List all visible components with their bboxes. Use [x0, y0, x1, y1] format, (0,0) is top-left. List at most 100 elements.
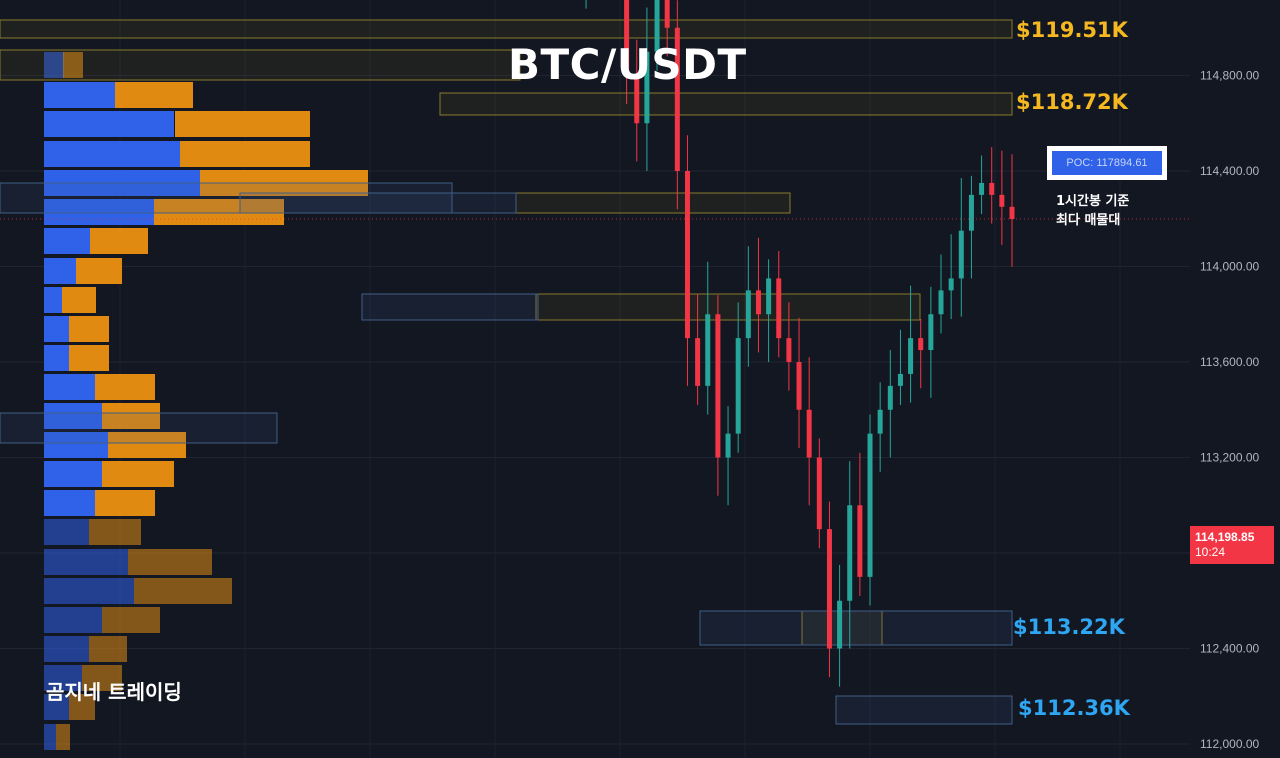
- vp-buy-bar: [44, 519, 89, 545]
- demand-zone: [0, 412, 278, 444]
- candle-body: [908, 338, 914, 374]
- level-label-119: $119.51K: [1016, 18, 1128, 42]
- candle-body: [867, 433, 873, 577]
- vp-sell-bar: [69, 316, 109, 342]
- candle-body: [684, 171, 690, 339]
- demand-zone: [699, 610, 1013, 646]
- vp-buy-bar: [44, 287, 62, 313]
- vp-buy-bar: [44, 82, 116, 108]
- candle-body: [928, 314, 934, 351]
- vp-buy-bar: [44, 432, 108, 458]
- candlesticks: [585, 0, 1015, 687]
- candle-body: [857, 505, 863, 577]
- candle-body: [999, 194, 1005, 207]
- candle-body: [725, 433, 731, 458]
- vp-buy-bar: [44, 549, 128, 575]
- vp-sell-bar: [63, 52, 83, 78]
- candle-body: [979, 182, 985, 195]
- vp-sell-bar: [56, 724, 70, 750]
- price-tick-label: 112,400.00: [1200, 642, 1259, 656]
- price-tick-label: 114,400.00: [1200, 164, 1259, 178]
- vp-buy-bar: [44, 665, 82, 691]
- level-label-113: $113.22K: [1013, 615, 1125, 639]
- level-label-112: $112.36K: [1018, 696, 1130, 720]
- vp-buy-bar: [44, 316, 69, 342]
- vp-buy-bar: [44, 636, 89, 662]
- vp-buy-bar: [44, 228, 90, 254]
- vp-sell-bar: [108, 432, 186, 458]
- candle-body: [989, 182, 995, 195]
- vp-buy-bar: [44, 578, 134, 604]
- candle-body: [644, 51, 650, 124]
- candle-body: [766, 278, 772, 315]
- vp-buy-bar: [44, 111, 174, 137]
- vp-sell-bar: [76, 258, 122, 284]
- vp-sell-bar: [175, 111, 310, 137]
- price-tick-label: 114,000.00: [1200, 260, 1259, 274]
- poc-note-line1: 1시간봉 기준: [1056, 194, 1130, 209]
- vp-buy-bar: [44, 694, 69, 720]
- supply-zone: [515, 192, 791, 214]
- candle-body: [624, 0, 630, 76]
- vp-buy-bar: [44, 258, 76, 284]
- volume-profile: [44, 52, 368, 750]
- candle-body: [745, 290, 751, 339]
- candle-body: [826, 529, 832, 649]
- grid-lines: [0, 0, 1190, 758]
- vp-sell-bar: [89, 636, 127, 662]
- candle-body: [705, 314, 711, 386]
- candle-body: [806, 409, 812, 458]
- candle-body: [958, 230, 964, 279]
- price-tick-label: 112,000.00: [1200, 737, 1259, 751]
- chart-title: BTC/USDT: [508, 40, 747, 89]
- vp-sell-bar: [115, 82, 193, 108]
- vp-buy-bar: [44, 607, 102, 633]
- candle-body: [816, 457, 822, 530]
- candle-body: [847, 505, 853, 601]
- candle-body: [776, 278, 782, 339]
- candle-body: [654, 0, 660, 52]
- demand-zone: [0, 182, 453, 214]
- candle-body: [877, 409, 883, 434]
- vp-sell-bar: [95, 374, 155, 400]
- vp-sell-bar: [102, 607, 160, 633]
- candle-body: [715, 314, 721, 458]
- brand-label: 곰지네 트레이딩: [46, 680, 182, 704]
- vp-sell-bar: [180, 141, 310, 167]
- vp-buy-bar: [44, 199, 154, 225]
- level-label-118: $118.72K: [1016, 90, 1128, 114]
- vp-buy-bar: [44, 403, 102, 429]
- poc-label: POC: 117894.61: [1052, 151, 1162, 175]
- candle-body: [1009, 206, 1015, 220]
- supply-zone: [0, 49, 521, 81]
- candle-body: [968, 194, 974, 231]
- vp-sell-bar: [134, 578, 232, 604]
- bar-countdown: 10:24: [1195, 545, 1226, 559]
- zone-boxes: [0, 19, 1013, 725]
- candle-body: [786, 338, 792, 362]
- candle-body: [887, 385, 893, 410]
- vp-sell-bar: [128, 549, 212, 575]
- price-tick-label: 113,600.00: [1200, 355, 1259, 369]
- vp-sell-bar: [102, 461, 174, 487]
- candle-body: [674, 27, 680, 171]
- vp-sell-bar: [154, 199, 284, 225]
- vp-buy-bar: [44, 345, 69, 371]
- candle-body: [948, 278, 954, 291]
- vp-sell-bar: [89, 519, 141, 545]
- vp-sell-bar: [95, 490, 155, 516]
- candle-body: [918, 338, 924, 351]
- vp-sell-bar: [69, 694, 95, 720]
- candle-body: [755, 290, 761, 315]
- candle-body: [837, 600, 843, 649]
- vp-buy-bar: [44, 374, 95, 400]
- poc-note-line2: 최다 매물대: [1056, 213, 1121, 228]
- vp-buy-bar: [44, 141, 180, 167]
- candle-body: [695, 338, 701, 386]
- candle-body: [897, 373, 903, 386]
- candle-body: [796, 362, 802, 410]
- price-axis[interactable]: 112,000.00112,400.00112,800.00113,200.00…: [1200, 0, 1259, 752]
- vp-sell-bar: [102, 403, 160, 429]
- vp-sell-bar: [62, 287, 96, 313]
